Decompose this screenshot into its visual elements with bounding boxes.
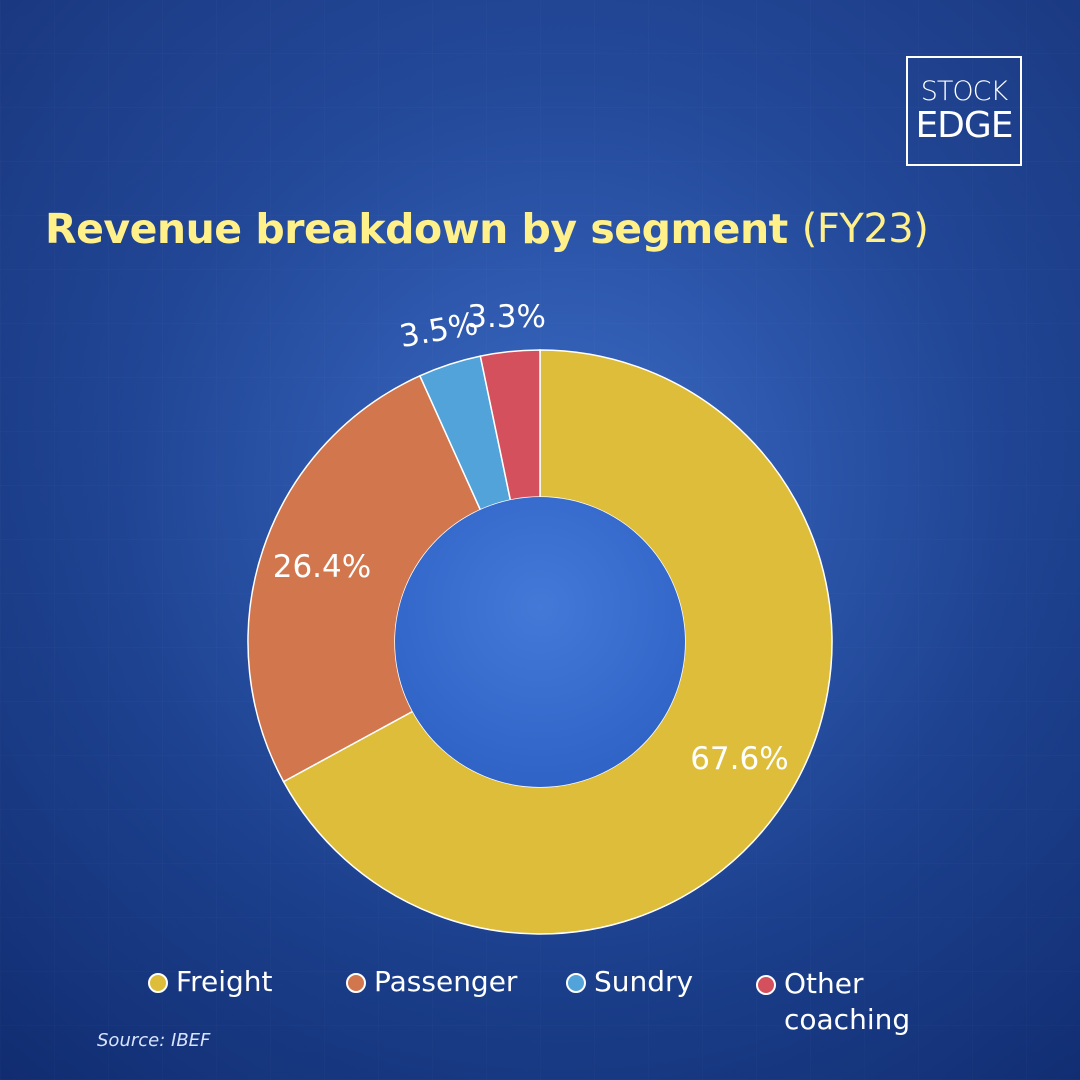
legend-label-sundry: Sundry — [594, 965, 694, 998]
data-label-other-coaching: 3.3% — [467, 299, 546, 335]
brand-logo-line-1: STOCK — [920, 76, 1008, 107]
legend: Freight Passenger Sundry Other coaching — [148, 964, 968, 1048]
legend-item-passenger: Passenger — [346, 964, 517, 1000]
legend-label-passenger: Passenger — [374, 965, 518, 998]
donut-center-hole — [395, 497, 685, 787]
legend-label-freight: Freight — [176, 965, 273, 998]
title-period: (FY23) — [801, 206, 929, 252]
legend-item-other-coaching: Other coaching — [756, 966, 910, 1038]
title-main: Revenue breakdown by segment — [45, 205, 788, 253]
legend-dot-freight — [148, 973, 168, 993]
chart-title: Revenue breakdown by segment (FY23) — [45, 194, 1055, 264]
brand-logo-line-2: EDGE — [915, 105, 1013, 146]
data-label-freight: 67.6% — [690, 741, 788, 777]
source-note: Source: IBEF — [97, 1030, 211, 1051]
data-labels-layer: 67.6%26.4%3.5%3.3% — [273, 299, 789, 777]
legend-dot-other-coaching — [756, 975, 776, 995]
legend-dot-sundry — [566, 973, 586, 993]
legend-label-other-coaching: Other coaching — [784, 967, 911, 1036]
data-label-passenger: 26.4% — [273, 549, 371, 585]
legend-item-sundry: Sundry — [566, 964, 693, 1000]
brand-logo: STOCK EDGE — [906, 56, 1022, 166]
legend-dot-passenger — [346, 973, 366, 993]
legend-item-freight: Freight — [148, 964, 272, 1000]
